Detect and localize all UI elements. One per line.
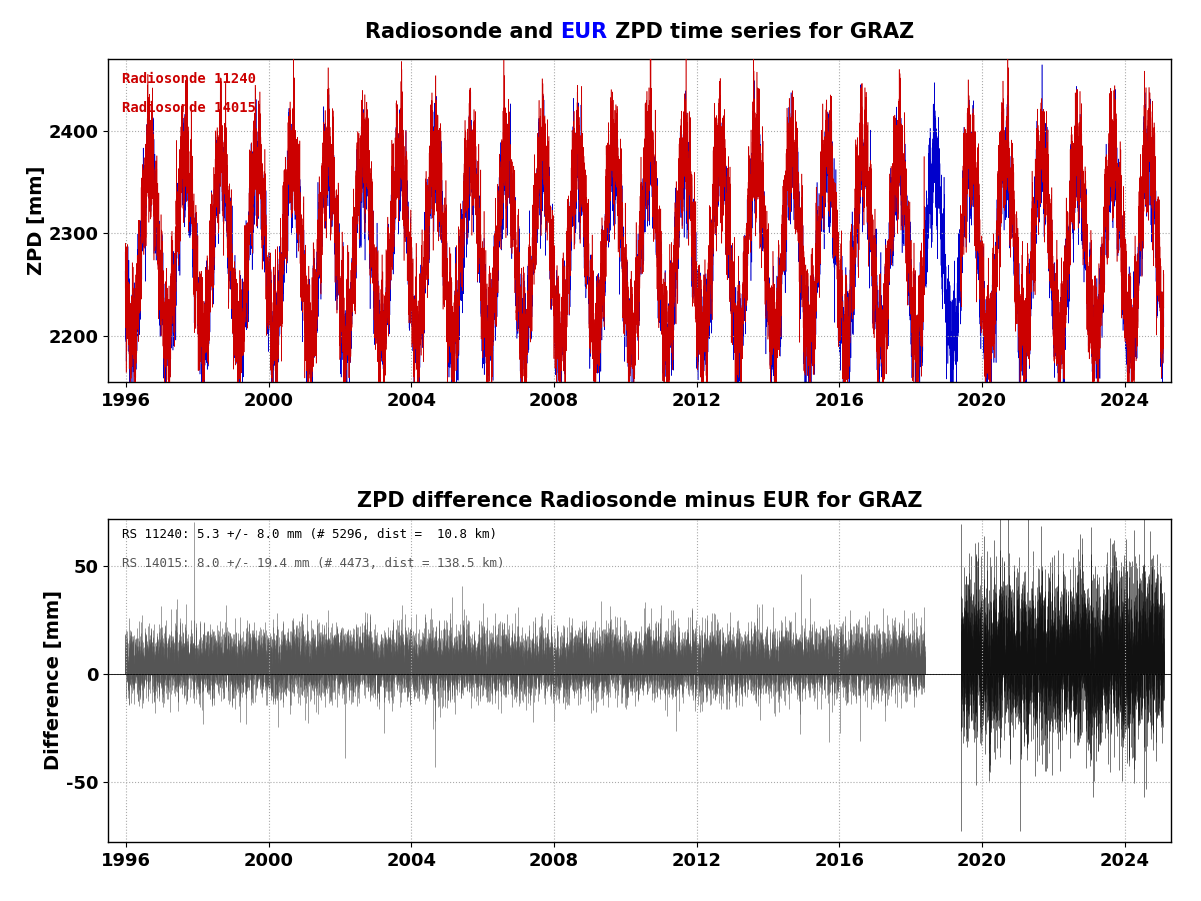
Text: RS 14015: 8.0 +/- 19.4 mm (# 4473, dist = 138.5 km): RS 14015: 8.0 +/- 19.4 mm (# 4473, dist … xyxy=(123,558,504,570)
Y-axis label: Difference [mm]: Difference [mm] xyxy=(44,590,64,770)
Text: RS 11240: 5.3 +/- 8.0 mm (# 5296, dist =  10.8 km): RS 11240: 5.3 +/- 8.0 mm (# 5296, dist =… xyxy=(123,528,497,542)
Text: Radiosonde 11240: Radiosonde 11240 xyxy=(123,71,256,86)
Text: EUR: EUR xyxy=(561,23,608,42)
Text: Radiosonde 14015: Radiosonde 14015 xyxy=(123,101,256,114)
Text: Radiosonde and: Radiosonde and xyxy=(365,23,561,42)
Text: ZPD time series for GRAZ: ZPD time series for GRAZ xyxy=(608,23,914,42)
Y-axis label: ZPD [mm]: ZPD [mm] xyxy=(26,166,46,275)
Title: ZPD difference Radiosonde minus EUR for GRAZ: ZPD difference Radiosonde minus EUR for … xyxy=(357,491,922,512)
